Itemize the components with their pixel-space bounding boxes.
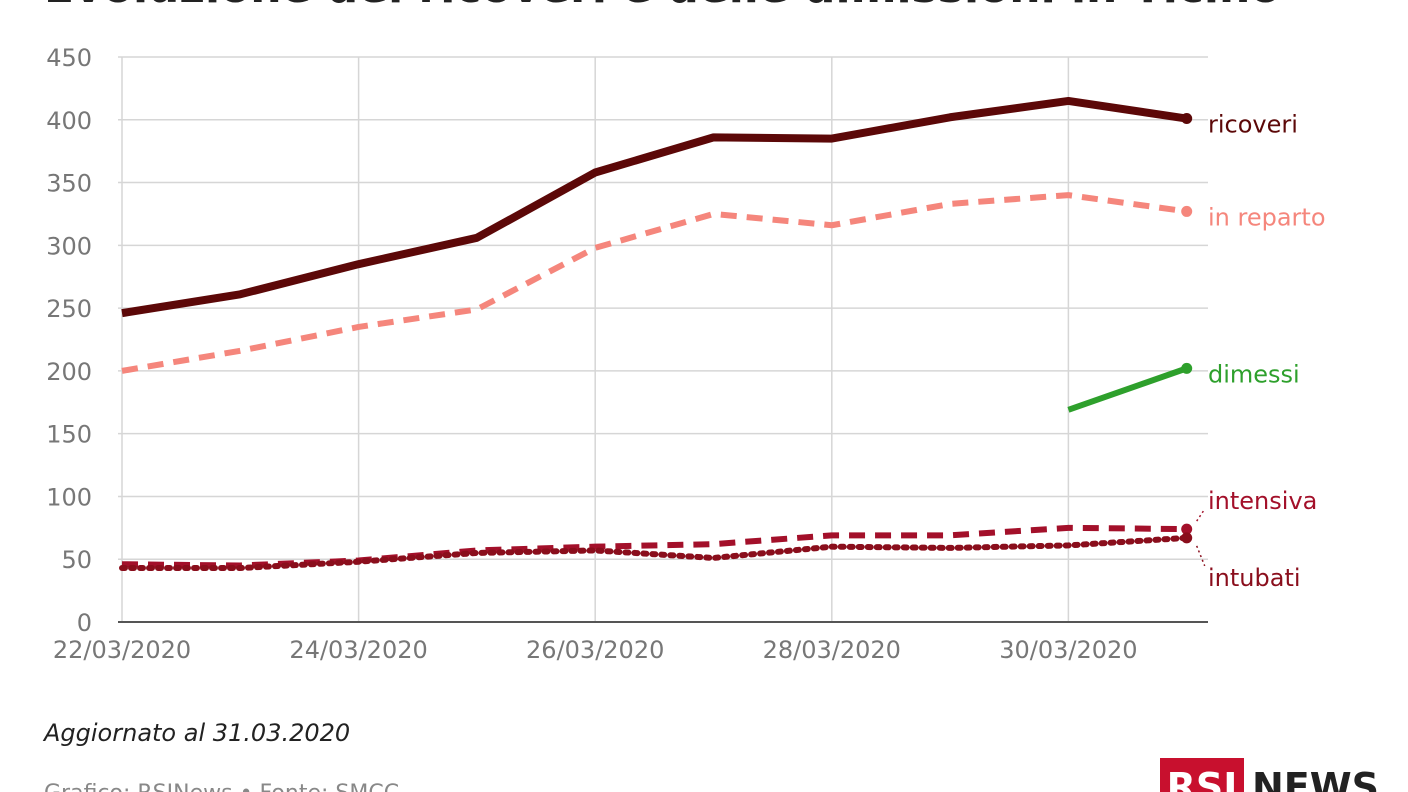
series-label: ricoveri <box>1208 111 1298 139</box>
x-tick-label: 24/03/2020 <box>289 636 427 664</box>
end-dot <box>1181 523 1193 535</box>
series-line <box>121 96 1188 318</box>
y-tick-label: 250 <box>46 295 92 323</box>
series-line <box>121 524 1187 569</box>
y-tick-label: 150 <box>46 421 92 449</box>
chart-title: Evoluzione dei ricoveri e delle dimissio… <box>44 0 1281 13</box>
series-line <box>119 534 1190 572</box>
end-dot <box>1181 362 1193 374</box>
y-tick-label: 0 <box>77 609 92 637</box>
y-tick-label: 350 <box>46 170 92 198</box>
y-tick-label: 200 <box>46 358 92 386</box>
logo-box <box>1160 758 1244 792</box>
label-connector <box>1196 508 1206 522</box>
logo-news: NEWS <box>1252 765 1379 792</box>
y-tick-label: 300 <box>46 232 92 260</box>
label-connector <box>1196 545 1206 567</box>
note: Aggiornato al 31.03.2020 <box>42 719 350 747</box>
series-label: in reparto <box>1208 203 1326 231</box>
series-label: intubati <box>1208 564 1301 592</box>
series-line <box>1067 365 1188 413</box>
series-line <box>121 192 1188 374</box>
x-tick-label: 26/03/2020 <box>526 636 664 664</box>
x-tick-label: 30/03/2020 <box>999 636 1137 664</box>
logo-rsi: RSI <box>1167 765 1238 792</box>
x-tick-label: 22/03/2020 <box>53 636 191 664</box>
y-tick-label: 450 <box>46 44 92 72</box>
end-dot <box>1181 113 1193 125</box>
series-label: dimessi <box>1208 360 1300 388</box>
y-tick-label: 50 <box>61 546 92 574</box>
x-tick-label: 28/03/2020 <box>763 636 901 664</box>
series-label: intensiva <box>1208 487 1317 515</box>
source: Grafico: RSINews • Fonte: SMCC <box>44 781 399 792</box>
y-tick-label: 100 <box>46 483 92 511</box>
y-tick-label: 400 <box>46 107 92 135</box>
end-dot <box>1181 205 1193 217</box>
end-dot <box>1181 532 1193 544</box>
